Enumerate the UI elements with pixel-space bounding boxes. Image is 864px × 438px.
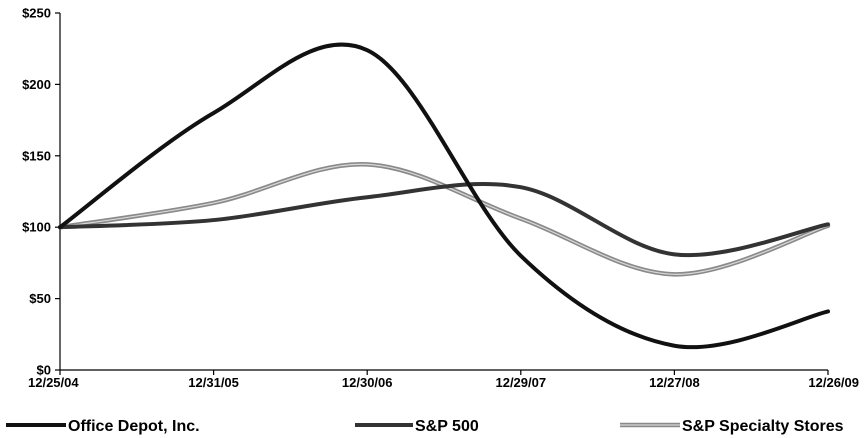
y-tick-label: $100	[22, 220, 51, 235]
y-tick-label: $150	[22, 148, 51, 163]
x-tick-label: 12/25/04	[28, 375, 79, 390]
series-line-highlight	[59, 163, 829, 275]
legend: Office Depot, Inc. S&P 500 S&P Specialty S…	[6, 418, 844, 435]
legend-label: S&P 500	[415, 418, 479, 435]
y-tick-label: $50	[29, 291, 51, 306]
legend-item: Office Depot, Inc.	[6, 418, 200, 435]
series-office-depot-inc	[58, 42, 830, 350]
x-tick-label: 12/30/06	[342, 375, 393, 390]
series-s-p-specialty-stores	[57, 162, 831, 277]
x-tick-label: 12/27/08	[649, 375, 700, 390]
legend-item: S&P 500	[355, 418, 479, 435]
x-tick-label: 12/29/07	[495, 375, 546, 390]
x-tick-label: 12/31/05	[188, 375, 239, 390]
series-lines	[57, 42, 831, 350]
series-line	[58, 42, 830, 350]
series-s-p-500	[58, 181, 830, 258]
x-tick-label: 12/26/09	[808, 375, 859, 390]
series-line	[58, 181, 830, 258]
legend-item: S&P Specialty Stores	[620, 418, 844, 435]
series-line	[57, 162, 831, 277]
axes: $0 $50 $100 $150 $200 $250 12/25/04 12/31/05 12/…	[22, 6, 859, 391]
legend-label: S&P Specialty Stores	[682, 418, 844, 435]
legend-label: Office Depot, Inc.	[68, 418, 200, 435]
y-tick-label: $0	[37, 363, 51, 378]
y-tick-label: $200	[22, 77, 51, 92]
y-tick-label: $250	[22, 6, 51, 21]
